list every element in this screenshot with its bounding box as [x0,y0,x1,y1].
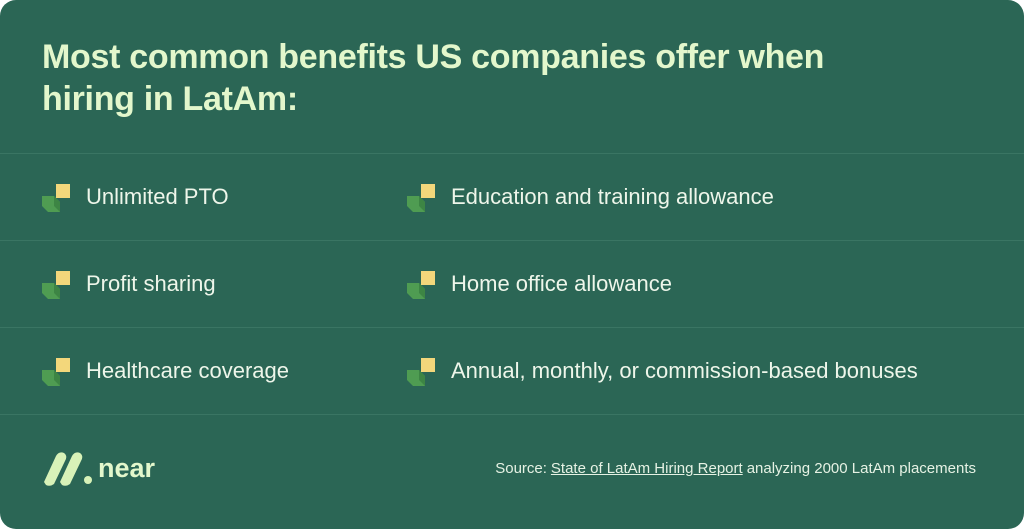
source-suffix: analyzing 2000 LatAm placements [746,460,976,477]
benefit-text: Healthcare coverage [86,357,290,383]
divider [0,153,1024,154]
benefit-row: Unlimited PTO Education and training allo… [0,153,1024,240]
source: Source: State of LatAm Hiring Report analy… [495,460,976,477]
bullet-icon [42,183,70,212]
source-prefix: Source: [495,460,547,477]
divider [0,327,1024,328]
benefit-text: Profit sharing [86,270,216,296]
benefit-item: Home office allowance [407,240,672,327]
logo-text: near [98,452,156,483]
benefit-item: Annual, monthly, or commission-based bon… [407,327,918,414]
bullet-icon [407,357,435,386]
bullet-icon [42,270,70,299]
title: Most common benefits US companies offer … [42,38,825,118]
divider [0,240,1024,241]
source-link[interactable]: State of LatAm Hiring Report [550,460,743,477]
benefit-item: Education and training allowance [407,153,774,240]
bullet-icon [407,270,435,299]
logo-mark [44,452,92,486]
logo: near [42,450,155,486]
benefit-text: Home office allowance [451,270,672,296]
divider [0,414,1024,415]
benefit-text: Annual, monthly, or commission-based bon… [451,357,918,383]
benefit-text: Unlimited PTO [86,183,229,209]
bullet-icon [42,357,70,386]
benefit-row: Profit sharing Home office allowance [0,240,1024,327]
benefit-row: Healthcare coverage Annual, monthly, or c… [0,327,1024,414]
benefit-item: Profit sharing [42,240,216,327]
benefit-item: Unlimited PTO [42,153,229,240]
benefit-item: Healthcare coverage [42,327,289,414]
bullet-icon [407,183,435,212]
benefit-text: Education and training allowance [451,183,774,209]
